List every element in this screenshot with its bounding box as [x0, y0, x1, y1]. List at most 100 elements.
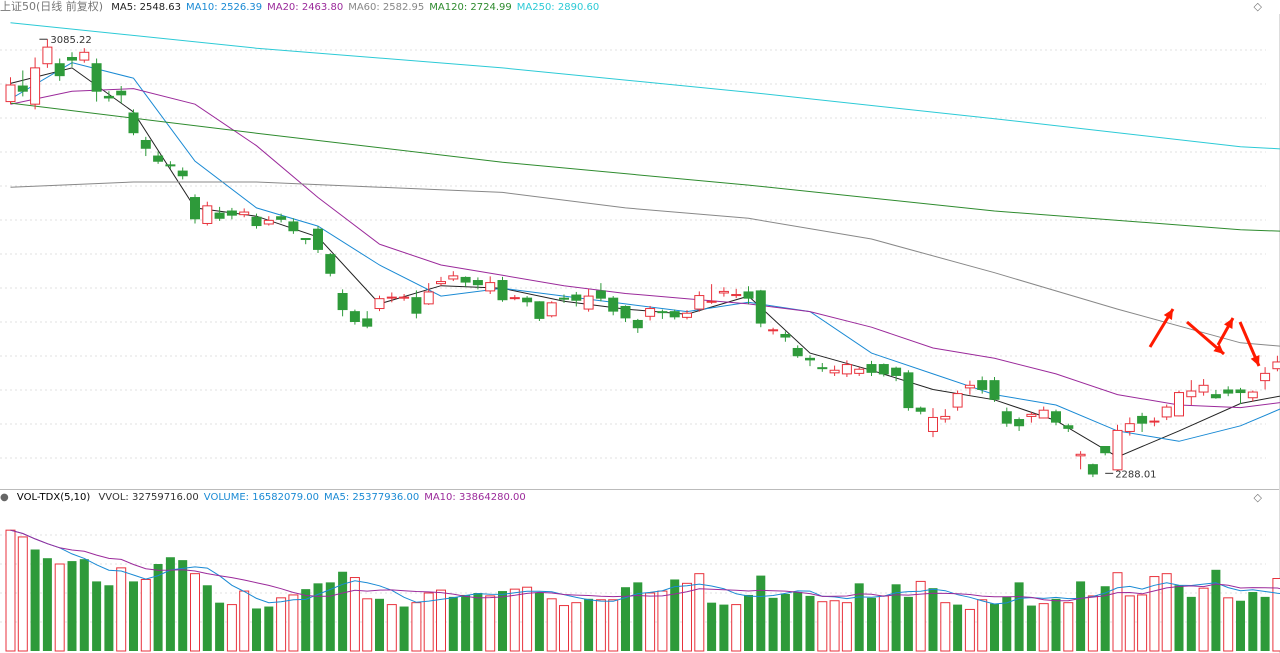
candle-body — [214, 212, 225, 219]
volume-bar — [867, 597, 876, 651]
volume-legend-item: VVOL: 32759716.00 — [98, 492, 199, 503]
volume-bar — [891, 584, 901, 651]
volume-bar — [1174, 585, 1184, 651]
volume-bar — [116, 567, 127, 652]
candle-body — [632, 319, 643, 329]
candle-body — [891, 367, 902, 376]
volume-bar — [707, 602, 717, 651]
candle-body — [239, 211, 250, 216]
volume-bar — [362, 598, 373, 652]
volume-bar — [264, 606, 274, 651]
candle-body — [128, 112, 139, 134]
candle-body — [1186, 390, 1197, 398]
candle-body — [805, 357, 815, 361]
volume-bar — [805, 595, 815, 651]
volume-bar — [1198, 587, 1209, 652]
candle-body — [1051, 411, 1061, 423]
volume-bar — [657, 590, 668, 652]
candle-body — [1235, 389, 1246, 394]
candle-body — [386, 296, 397, 299]
volume-bar — [226, 604, 237, 652]
candle-body — [30, 67, 41, 105]
circle-menu-icon[interactable]: ● — [0, 492, 9, 503]
candle-body — [300, 238, 311, 241]
candle-body — [1223, 389, 1234, 394]
volume-bar — [990, 603, 999, 651]
volume-bar — [1260, 596, 1270, 651]
candle-body — [1198, 384, 1209, 393]
candle-body — [153, 155, 164, 162]
candle-body — [5, 84, 16, 103]
candle-body — [718, 290, 729, 294]
candle-body — [1272, 361, 1280, 370]
candle-body — [1038, 409, 1049, 419]
candle-body — [1124, 423, 1135, 432]
annotation-arrow-head — [1213, 343, 1224, 354]
volume-bar — [1051, 598, 1061, 651]
volume-bar — [571, 602, 582, 652]
candle-body — [1161, 406, 1172, 418]
volume-bar — [1248, 592, 1258, 651]
price-legend-item: MA20: 2463.80 — [267, 2, 344, 13]
ma-line-ma120 — [10, 102, 1280, 232]
volume-bar — [645, 592, 656, 652]
chart-title[interactable]: 上证50(日线 前复权) — [0, 0, 104, 13]
candle-body — [583, 295, 594, 310]
volume-bar — [768, 597, 778, 651]
candle-body — [1001, 411, 1012, 424]
candle-body — [1260, 372, 1271, 382]
candle-body — [620, 305, 631, 319]
candle-body — [349, 311, 360, 323]
volume-bar — [621, 587, 630, 651]
volume-bar — [79, 559, 89, 651]
volume-bar — [153, 564, 163, 651]
diamond-icon[interactable]: ◇ — [1253, 0, 1262, 13]
candle-body — [645, 308, 656, 317]
annotation-arrow-head — [1163, 309, 1173, 320]
volume-bar — [1161, 573, 1172, 652]
diamond-icon[interactable]: ◇ — [1253, 491, 1262, 504]
volume-bar — [288, 594, 299, 652]
volume-bar — [744, 594, 753, 651]
volume-bar — [546, 598, 557, 652]
candle-body — [103, 95, 114, 99]
volume-bar — [694, 573, 705, 652]
volume-bar — [928, 588, 938, 651]
volume-bar — [584, 598, 594, 651]
volume-bar — [436, 589, 446, 652]
candle-body — [202, 205, 213, 224]
candle-body — [251, 216, 262, 227]
candle-body — [595, 290, 606, 299]
candle-body — [374, 298, 385, 310]
volume-bar — [338, 571, 348, 651]
volume-bar — [399, 606, 409, 651]
volume-bar — [5, 529, 16, 652]
volume-bar — [67, 561, 77, 651]
volume-bar — [682, 582, 692, 652]
candle-body — [1100, 446, 1111, 454]
low-label: 2288.01 — [1115, 469, 1156, 480]
candle-body — [928, 416, 938, 432]
volume-bar — [17, 536, 28, 652]
volume-bar — [719, 604, 729, 651]
volume-bar — [1038, 603, 1049, 652]
candle-body — [915, 407, 926, 412]
volume-bar — [854, 583, 864, 651]
candle-body — [608, 297, 619, 312]
volume-bar — [595, 599, 606, 652]
candle-body — [952, 393, 963, 408]
candle-body — [768, 329, 779, 332]
volume-bar — [1223, 597, 1234, 652]
volume-legend-item: MA5: 25377936.00 — [324, 492, 420, 503]
volume-indicator-name[interactable]: VOL-TDX(5,10) — [16, 492, 91, 503]
candle-body — [657, 311, 668, 314]
price-legend-item: MA60: 2582.95 — [348, 2, 425, 13]
volume-bar — [878, 595, 889, 652]
candle-body — [817, 367, 828, 370]
volume-legend-item: VOLUME: 16582079.00 — [203, 492, 320, 503]
volume-bar — [202, 585, 212, 651]
candle-body — [706, 300, 717, 303]
candle-body — [534, 301, 545, 319]
candle-body — [67, 56, 77, 61]
volume-bar — [1211, 569, 1221, 651]
